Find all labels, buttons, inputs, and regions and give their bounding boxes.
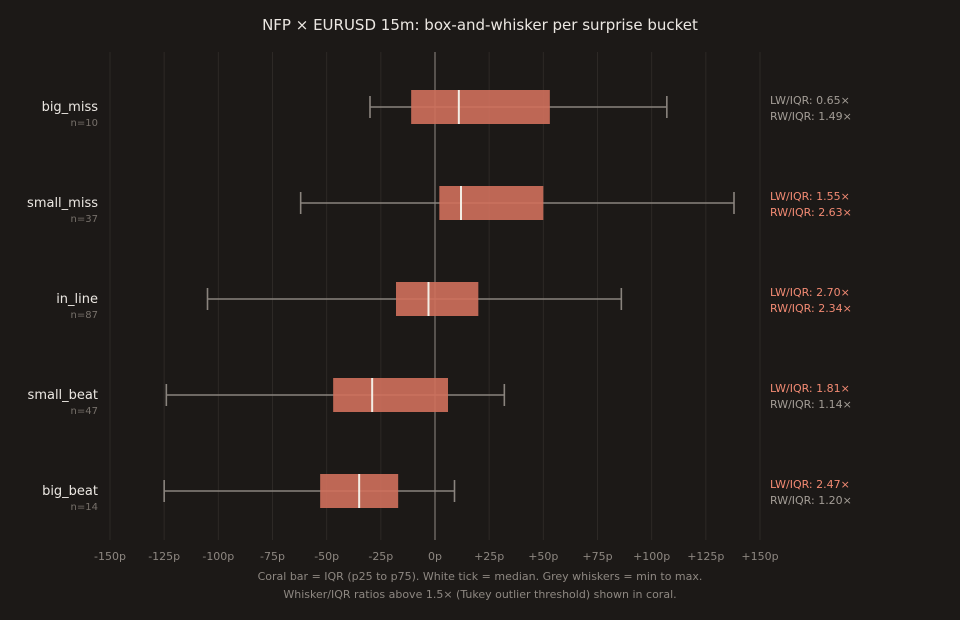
category-label: big_beat	[42, 484, 98, 499]
iqr-box	[396, 282, 479, 316]
chart-title: NFP × EURUSD 15m: box-and-whisker per su…	[262, 16, 698, 34]
box-small_beat	[165, 378, 506, 412]
x-tick-label: -125p	[148, 550, 180, 563]
x-tick-label: -75p	[260, 550, 285, 563]
rw-iqr-ratio: RW/IQR: 2.34×	[770, 302, 852, 315]
footnote-1: Coral bar = IQR (p25 to p75). White tick…	[258, 570, 703, 583]
lw-iqr-ratio: LW/IQR: 1.81×	[770, 382, 850, 395]
category-label: in_line	[56, 292, 98, 307]
x-tick-label: -25p	[368, 550, 393, 563]
sample-count: n=14	[71, 502, 98, 513]
category-label: small_beat	[28, 388, 98, 403]
iqr-box	[333, 378, 448, 412]
box-in_line	[206, 282, 623, 316]
x-tick-label: 0p	[428, 550, 442, 563]
x-tick-label: +150p	[741, 550, 778, 563]
x-tick-label: +100p	[633, 550, 670, 563]
rw-iqr-ratio: RW/IQR: 1.49×	[770, 110, 852, 123]
x-tick-label: +75p	[582, 550, 612, 563]
box-big_beat	[163, 474, 456, 508]
rw-iqr-ratio: RW/IQR: 1.14×	[770, 398, 852, 411]
rw-iqr-ratio: RW/IQR: 1.20×	[770, 494, 852, 507]
x-tick-label: +125p	[687, 550, 724, 563]
lw-iqr-ratio: LW/IQR: 2.47×	[770, 478, 850, 491]
vertical-gridlines	[109, 52, 761, 540]
x-axis-tick-labels: -150p -125p -100p -75p -50p -25p 0p +25p +50p +75…	[94, 550, 779, 563]
iqr-box	[411, 90, 550, 124]
box-big_miss	[369, 90, 668, 124]
sample-count: n=87	[71, 310, 98, 321]
x-tick-label: -50p	[314, 550, 339, 563]
sample-count: n=37	[71, 214, 98, 225]
lw-iqr-ratio: LW/IQR: 0.65×	[770, 94, 850, 107]
sample-count: n=10	[71, 118, 98, 129]
box-small_miss	[299, 186, 735, 220]
lw-iqr-ratio: LW/IQR: 2.70×	[770, 286, 850, 299]
iqr-box	[439, 186, 544, 220]
boxes	[163, 90, 735, 508]
footnote-2: Whisker/IQR ratios above 1.5× (Tukey out…	[283, 588, 676, 601]
sample-count: n=47	[71, 406, 98, 417]
x-tick-label: +50p	[528, 550, 558, 563]
x-tick-label: -100p	[202, 550, 234, 563]
whisker-iqr-ratios: LW/IQR: 0.65× RW/IQR: 1.49× LW/IQR: 1.55× R…	[770, 94, 852, 507]
lw-iqr-ratio: LW/IQR: 1.55×	[770, 190, 850, 203]
category-label: big_miss	[42, 100, 99, 115]
category-labels: big_miss n=10 small_miss n=37 in_line n=87 sma…	[27, 100, 98, 513]
rw-iqr-ratio: RW/IQR: 2.63×	[770, 206, 852, 219]
x-tick-label: -150p	[94, 550, 126, 563]
category-label: small_miss	[27, 196, 98, 211]
x-tick-label: +25p	[474, 550, 504, 563]
